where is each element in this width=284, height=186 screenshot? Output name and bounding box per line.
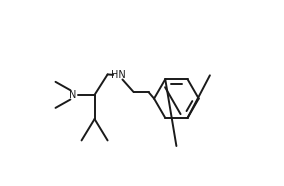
Text: HN: HN [111,70,126,80]
Text: N: N [70,90,77,100]
